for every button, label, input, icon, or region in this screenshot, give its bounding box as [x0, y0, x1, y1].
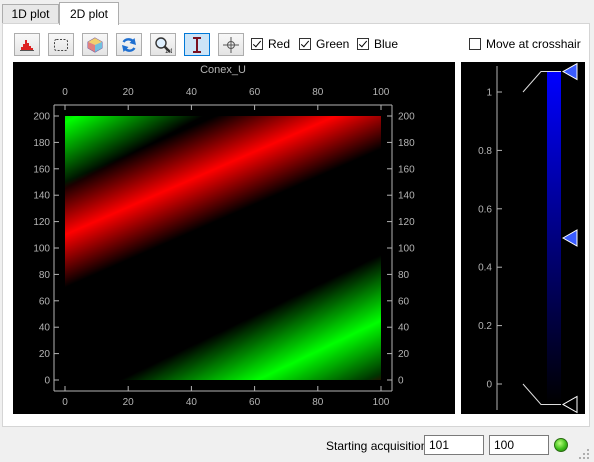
y-left-tick-label: 120: [33, 217, 50, 228]
green-check-box[interactable]: [299, 38, 311, 50]
acquisition-field-2[interactable]: [489, 435, 549, 455]
vertical-cursor-icon: [189, 36, 205, 54]
move-at-crosshair-check-box[interactable]: [469, 38, 481, 50]
vertical-cursor-button[interactable]: [184, 33, 210, 56]
green-label: Green: [316, 37, 349, 51]
status-led-icon: [554, 438, 568, 452]
move-at-crosshair-label: Move at crosshair: [486, 37, 581, 51]
acquisition-field-1[interactable]: [424, 435, 484, 455]
x-top-tick-label: 0: [62, 87, 68, 98]
y-right-tick-label: 0: [398, 376, 404, 387]
y-left-tick-label: 40: [39, 323, 51, 334]
blue-label: Blue: [374, 37, 398, 51]
colorbar-panel[interactable]: 0 0.2 0.4 0.6 0.8 1: [461, 62, 585, 414]
y-right-tick-label: 20: [398, 349, 410, 360]
zoom-reset-button[interactable]: 1:1: [150, 33, 176, 56]
x-bottom-tick-label: 60: [249, 397, 261, 408]
tab-1d-plot[interactable]: 1D plot: [2, 4, 59, 23]
x-bottom-tick-label: 40: [186, 397, 198, 408]
y-right-tick-label: 160: [398, 164, 415, 175]
x-bottom-tick-label: 80: [312, 397, 324, 408]
y-left-tick-label: 140: [33, 191, 50, 202]
y-left-tick-label: 160: [33, 164, 50, 175]
colorbar-tick-label: 0.2: [478, 321, 492, 332]
size-grip-icon[interactable]: [578, 448, 590, 460]
image-plot[interactable]: Conex_U 0 0 20 20 40 40 60 60 80 80 100 100 0 0 20 20 40…: [13, 62, 455, 414]
colorbar-tick-label: 0: [486, 380, 492, 391]
y-right-tick-label: 140: [398, 191, 415, 202]
crosshair-button[interactable]: [218, 33, 244, 56]
y-right-tick-label: 120: [398, 217, 415, 228]
roi-select-icon: [53, 38, 69, 52]
colorbar-tick-label: 1: [486, 88, 492, 99]
x-bottom-tick-label: 0: [62, 397, 68, 408]
y-right-tick-label: 80: [398, 270, 410, 281]
colorbar-tick-label: 0.4: [478, 263, 492, 274]
y-right-tick-label: 200: [398, 112, 415, 123]
move-at-crosshair-checkbox[interactable]: Move at crosshair: [469, 36, 581, 52]
top-axis-title: Conex_U: [200, 64, 246, 76]
colormap-icon: [87, 37, 103, 53]
y-left-tick-label: 20: [39, 349, 51, 360]
y-right-tick-label: 180: [398, 138, 415, 149]
colormap-button[interactable]: [82, 33, 108, 56]
svg-text:1:1: 1:1: [165, 49, 172, 54]
y-left-tick-label: 200: [33, 112, 50, 123]
refresh-button[interactable]: [116, 33, 142, 56]
y-left-tick-label: 60: [39, 296, 51, 307]
y-right-tick-label: 40: [398, 323, 410, 334]
colorbar-tick-label: 0.6: [478, 204, 492, 215]
x-top-tick-label: 60: [249, 87, 261, 98]
histogram-icon: [19, 38, 35, 52]
tab-2d-plot[interactable]: 2D plot: [59, 2, 119, 25]
x-top-tick-label: 80: [312, 87, 324, 98]
x-top-tick-label: 100: [373, 87, 390, 98]
y-left-tick-label: 100: [33, 244, 50, 255]
colorbar-gradient: [547, 72, 561, 404]
blue-check-box[interactable]: [357, 38, 369, 50]
y-right-tick-label: 60: [398, 296, 410, 307]
histogram-button[interactable]: [14, 33, 40, 56]
roi-select-button[interactable]: [48, 33, 74, 56]
x-bottom-tick-label: 20: [123, 397, 135, 408]
red-label: Red: [268, 37, 290, 51]
red-check-box[interactable]: [251, 38, 263, 50]
status-text: Starting acquisition: [326, 439, 427, 453]
colorbar-tick-label: 0.8: [478, 146, 492, 157]
y-left-tick-label: 80: [39, 270, 51, 281]
blue-channel-checkbox[interactable]: Blue: [357, 36, 398, 52]
x-top-tick-label: 20: [123, 87, 135, 98]
crosshair-icon: [222, 36, 240, 54]
y-left-tick-label: 180: [33, 138, 50, 149]
y-left-tick-label: 0: [44, 376, 50, 387]
x-bottom-tick-label: 100: [373, 397, 390, 408]
refresh-icon: [120, 36, 138, 54]
status-bar: Starting acquisition: [0, 430, 594, 462]
x-top-tick-label: 40: [186, 87, 198, 98]
red-channel-checkbox[interactable]: Red: [251, 36, 290, 52]
zoom-reset-icon: 1:1: [154, 36, 172, 54]
green-channel-checkbox[interactable]: Green: [299, 36, 349, 52]
y-right-tick-label: 100: [398, 244, 415, 255]
